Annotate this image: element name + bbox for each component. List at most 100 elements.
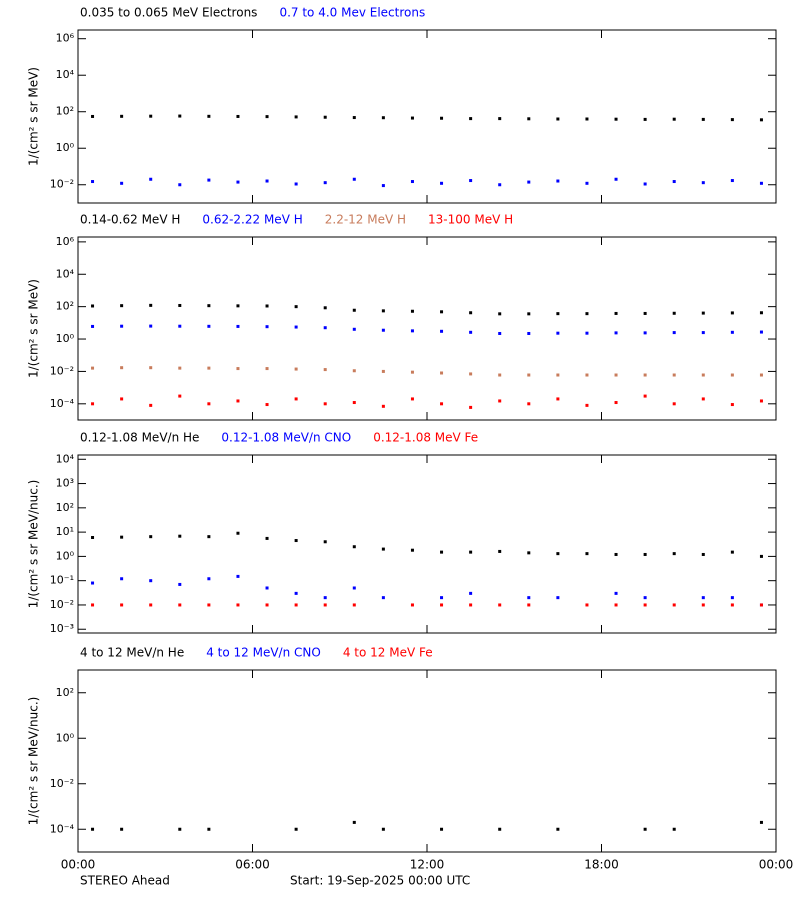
data-point bbox=[614, 591, 618, 595]
data-point bbox=[498, 827, 502, 831]
data-point bbox=[672, 603, 676, 607]
data-point bbox=[91, 304, 95, 308]
data-point bbox=[178, 324, 182, 328]
data-point bbox=[759, 118, 763, 122]
data-point bbox=[120, 114, 124, 118]
plot-frame bbox=[77, 236, 777, 421]
data-point bbox=[585, 312, 589, 316]
data-point bbox=[178, 603, 182, 607]
data-point bbox=[236, 324, 240, 328]
data-point bbox=[178, 827, 182, 831]
data-point bbox=[759, 399, 763, 403]
data-point bbox=[352, 603, 356, 607]
data-point bbox=[120, 577, 124, 581]
data-point bbox=[91, 324, 95, 328]
data-point bbox=[410, 603, 414, 607]
data-point bbox=[498, 549, 502, 553]
data-point bbox=[643, 596, 647, 600]
data-point bbox=[759, 554, 763, 558]
data-point bbox=[498, 183, 502, 187]
data-point bbox=[149, 303, 153, 307]
data-point bbox=[498, 117, 502, 121]
data-point bbox=[120, 324, 124, 328]
data-point bbox=[352, 116, 356, 120]
data-point bbox=[701, 596, 705, 600]
data-point bbox=[556, 117, 560, 121]
data-point bbox=[410, 370, 414, 374]
data-point bbox=[585, 603, 589, 607]
data-point bbox=[614, 117, 618, 121]
data-point bbox=[120, 535, 124, 539]
data-point bbox=[614, 373, 618, 377]
data-point bbox=[178, 534, 182, 538]
data-point bbox=[149, 324, 153, 328]
data-point bbox=[236, 304, 240, 308]
data-point bbox=[120, 304, 124, 308]
data-point bbox=[585, 373, 589, 377]
data-point bbox=[323, 368, 327, 372]
data-point bbox=[585, 552, 589, 556]
data-point bbox=[643, 117, 647, 121]
data-point bbox=[730, 330, 734, 334]
legend-entry: 4 to 12 MeV Fe bbox=[343, 646, 433, 660]
data-point bbox=[178, 183, 182, 187]
data-point bbox=[294, 603, 298, 607]
data-point bbox=[178, 114, 182, 118]
data-point bbox=[730, 596, 734, 600]
data-point bbox=[236, 574, 240, 578]
data-point bbox=[410, 309, 414, 313]
data-point bbox=[381, 184, 385, 188]
data-point bbox=[759, 820, 763, 824]
y-tick-label: 10⁰ bbox=[56, 731, 75, 744]
data-point bbox=[614, 177, 618, 181]
x-tick-label: 06:00 bbox=[235, 858, 270, 872]
data-point bbox=[730, 118, 734, 122]
data-point bbox=[585, 403, 589, 407]
y-tick-label: 10² bbox=[56, 501, 74, 514]
legend-entry: 0.12-1.08 MeV/n He bbox=[80, 431, 199, 445]
data-point bbox=[759, 373, 763, 377]
data-point bbox=[381, 547, 385, 551]
data-point bbox=[469, 603, 473, 607]
data-point bbox=[91, 603, 95, 607]
data-point bbox=[672, 552, 676, 556]
data-point bbox=[352, 369, 356, 373]
data-point bbox=[323, 402, 327, 406]
data-point bbox=[498, 373, 502, 377]
data-point bbox=[236, 603, 240, 607]
legend-entry: 0.14-0.62 MeV H bbox=[80, 213, 180, 227]
data-point bbox=[294, 182, 298, 186]
legend-entry: 0.12-1.08 MeV/n CNO bbox=[221, 431, 351, 445]
data-point bbox=[672, 402, 676, 406]
y-axis-label: 1/(cm² s sr MeV/nuc.) bbox=[27, 480, 41, 609]
data-point bbox=[556, 373, 560, 377]
data-point bbox=[643, 311, 647, 315]
data-point bbox=[207, 535, 211, 539]
data-point bbox=[91, 180, 95, 184]
data-point bbox=[352, 401, 356, 405]
y-tick-label: 10² bbox=[56, 686, 74, 699]
legend-entry: 4 to 12 MeV/n CNO bbox=[206, 646, 321, 660]
y-tick-label: 10² bbox=[56, 105, 74, 118]
data-point bbox=[323, 306, 327, 310]
data-point bbox=[643, 394, 647, 398]
data-point bbox=[236, 399, 240, 403]
data-point bbox=[498, 603, 502, 607]
data-point bbox=[498, 399, 502, 403]
data-point bbox=[120, 603, 124, 607]
data-point bbox=[381, 596, 385, 600]
data-point bbox=[440, 329, 444, 333]
data-point bbox=[643, 552, 647, 556]
data-point bbox=[643, 331, 647, 335]
data-point bbox=[556, 179, 560, 183]
data-point bbox=[91, 366, 95, 370]
legend-entry: 2.2-12 MeV H bbox=[325, 213, 406, 227]
data-point bbox=[265, 325, 269, 329]
data-point bbox=[556, 827, 560, 831]
data-point bbox=[352, 545, 356, 549]
data-point bbox=[672, 827, 676, 831]
data-point bbox=[614, 311, 618, 315]
data-point bbox=[91, 827, 95, 831]
y-tick-label: 10⁴ bbox=[56, 68, 75, 81]
data-point bbox=[440, 596, 444, 600]
